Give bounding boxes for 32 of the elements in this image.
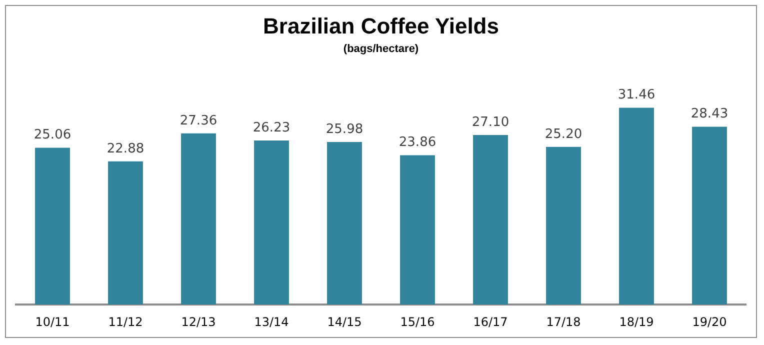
- data-label: 26.23: [252, 120, 290, 136]
- data-label: 27.10: [472, 114, 510, 130]
- data-label: 25.98: [326, 122, 364, 137]
- bar: [692, 126, 727, 305]
- x-tick-label: 17/18: [546, 314, 581, 329]
- bar: [546, 146, 581, 305]
- x-tick-label: 16/17: [473, 314, 508, 329]
- data-label: 25.20: [544, 126, 582, 142]
- data-label: 28.43: [690, 106, 728, 122]
- bar: [327, 142, 362, 305]
- data-label: 27.36: [180, 113, 218, 128]
- x-tick-label: 13/14: [254, 314, 289, 329]
- data-label: 22.88: [106, 141, 144, 156]
- data-label: 25.06: [34, 128, 72, 143]
- x-tick-label: 10/11: [35, 314, 70, 329]
- x-tick-label: 14/15: [327, 314, 362, 329]
- x-tick-label: 11/12: [108, 314, 143, 329]
- bar: [473, 135, 508, 305]
- bar: [108, 161, 143, 305]
- bar: [35, 148, 70, 305]
- x-tick-label: 19/20: [692, 314, 727, 329]
- x-tick-label: 12/13: [181, 314, 216, 329]
- x-tick-label: 18/19: [619, 314, 654, 329]
- data-label: 23.86: [398, 135, 436, 150]
- x-tick-label: 15/16: [400, 314, 435, 329]
- data-label: 31.46: [618, 88, 656, 103]
- bar: [181, 133, 216, 305]
- chart-title: Brazilian Coffee Yields: [263, 13, 499, 38]
- chart-subtitle: (bags/hectare): [343, 43, 419, 56]
- bar: [254, 140, 289, 305]
- bar: [400, 155, 435, 305]
- bar: [619, 108, 654, 305]
